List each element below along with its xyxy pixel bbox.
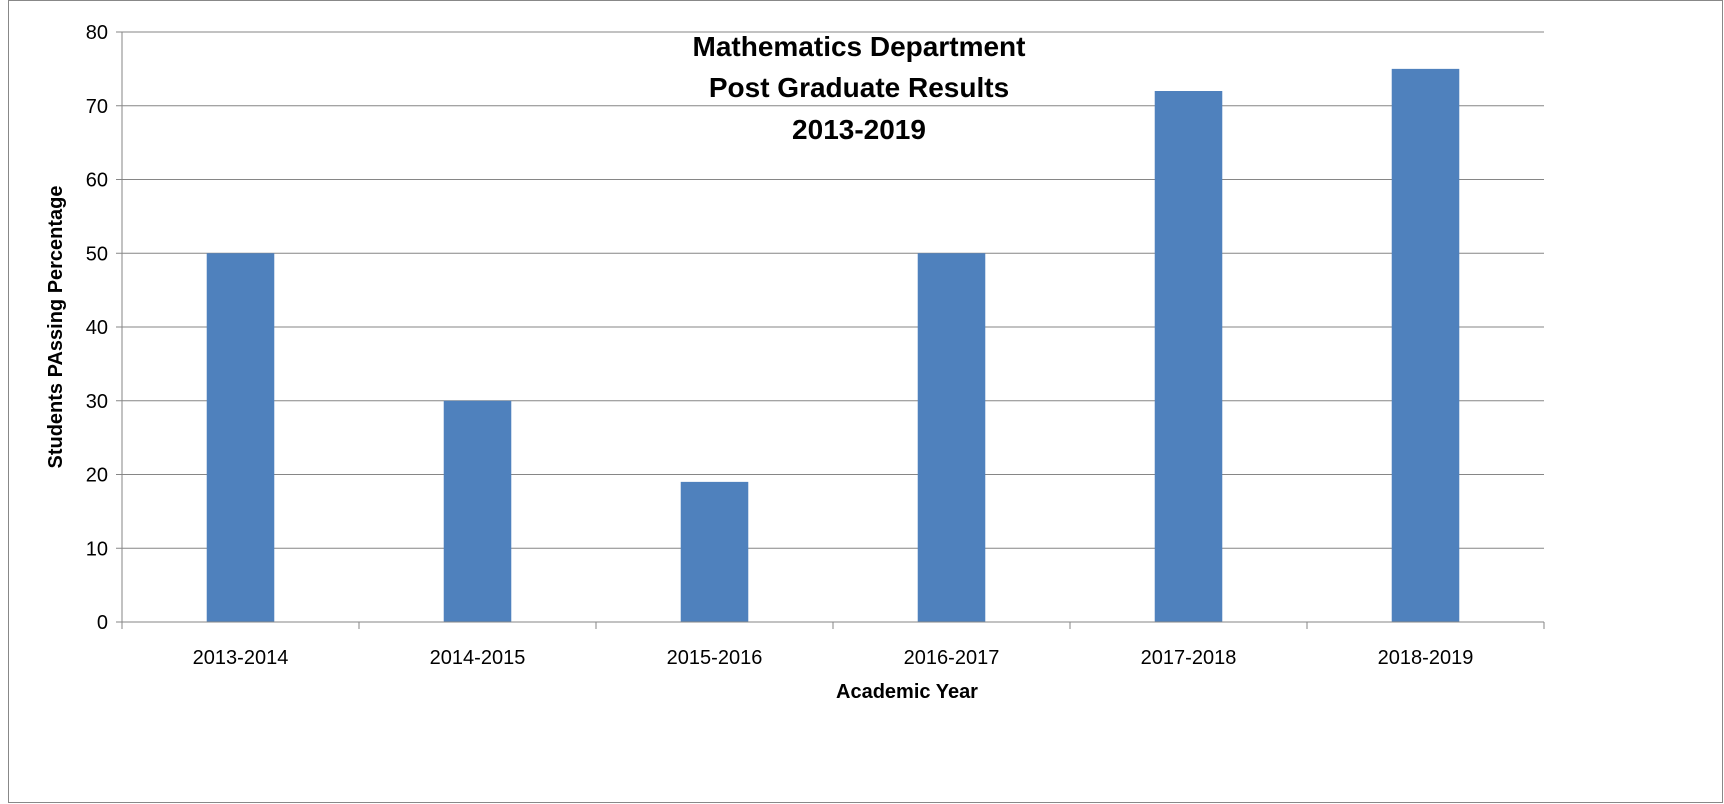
y-tick-label: 80 bbox=[86, 22, 108, 44]
y-tick-label: 40 bbox=[86, 317, 108, 339]
bar-2013-2014 bbox=[206, 253, 275, 622]
y-tick-label: 50 bbox=[86, 243, 108, 265]
bars bbox=[206, 68, 1460, 622]
x-axis-title: Academic Year bbox=[836, 681, 978, 703]
bar-2014-2015 bbox=[443, 400, 512, 622]
x-tick-label: 2013-2014 bbox=[193, 647, 289, 669]
bar-2015-2016 bbox=[680, 481, 749, 622]
x-tick-label: 2014-2015 bbox=[430, 647, 526, 669]
y-tick-label: 20 bbox=[86, 465, 108, 487]
gridlines bbox=[122, 31, 1544, 549]
y-tick-label: 30 bbox=[86, 391, 108, 413]
y-tick-label: 0 bbox=[97, 612, 108, 634]
y-tick-label: 70 bbox=[86, 96, 108, 118]
y-tick-label: 10 bbox=[86, 538, 108, 560]
x-tick-label: 2016-2017 bbox=[904, 647, 1000, 669]
chart-title-line-1: Mathematics Department bbox=[693, 31, 1026, 62]
chart-title-line-3: 2013-2019 bbox=[792, 114, 926, 145]
bar-2018-2019 bbox=[1391, 68, 1460, 622]
chart-title-line-2: Post Graduate Results bbox=[709, 72, 1009, 103]
bar-2016-2017 bbox=[917, 253, 986, 622]
axes bbox=[116, 31, 1545, 629]
y-axis-title: Students PAssing Percentage bbox=[45, 185, 67, 468]
x-tick-label: 2017-2018 bbox=[1141, 647, 1237, 669]
x-tick-label: 2018-2019 bbox=[1378, 647, 1474, 669]
x-tick-labels: 2013-2014 2014-2015 2015-2016 2016-2017 2017… bbox=[193, 647, 1474, 669]
x-tick-label: 2015-2016 bbox=[667, 647, 763, 669]
y-tick-labels: 0 10 20 30 40 50 60 70 80 bbox=[86, 22, 108, 634]
bar-2017-2018 bbox=[1154, 91, 1223, 622]
y-tick-label: 60 bbox=[86, 170, 108, 192]
